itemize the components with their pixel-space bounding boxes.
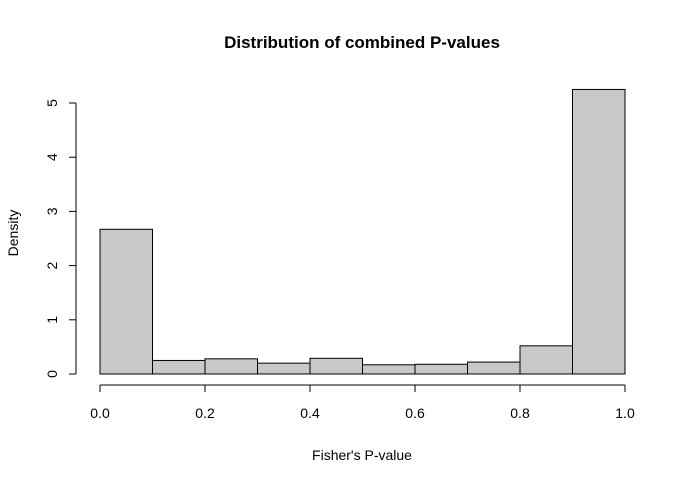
x-axis-label: Fisher's P-value (312, 447, 412, 463)
x-tick-label: 0.4 (300, 405, 320, 421)
histogram-bar (99, 228, 153, 375)
bars-group (99, 88, 626, 375)
histogram-bar (257, 362, 311, 375)
x-tick-label: 1.0 (615, 405, 635, 421)
x-tick-label: 0.6 (405, 405, 425, 421)
histogram-bar (204, 358, 258, 375)
y-tick-label: 0 (44, 370, 60, 378)
histogram-bar (309, 357, 363, 375)
x-tick-label: 0.0 (90, 405, 110, 421)
y-axis: 0 1 2 3 4 5 (44, 99, 77, 378)
y-tick-label: 2 (44, 261, 60, 269)
y-tick-label: 5 (44, 99, 60, 107)
histogram-bar (152, 359, 206, 375)
x-tick-label: 0.2 (195, 405, 215, 421)
y-tick-label: 1 (44, 316, 60, 324)
x-tick-label: 0.8 (510, 405, 530, 421)
histogram-bar (362, 364, 416, 375)
y-tick-label: 3 (44, 207, 60, 215)
y-tick-label: 4 (44, 153, 60, 161)
x-axis: 0.0 0.2 0.4 0.6 0.8 1.0 (90, 384, 635, 421)
histogram-bar (467, 361, 521, 375)
chart-title: Distribution of combined P-values (224, 33, 500, 52)
histogram-bar (572, 88, 626, 375)
y-axis-label: Density (5, 210, 21, 257)
histogram-bar (519, 345, 573, 375)
histogram-bar (414, 363, 468, 375)
